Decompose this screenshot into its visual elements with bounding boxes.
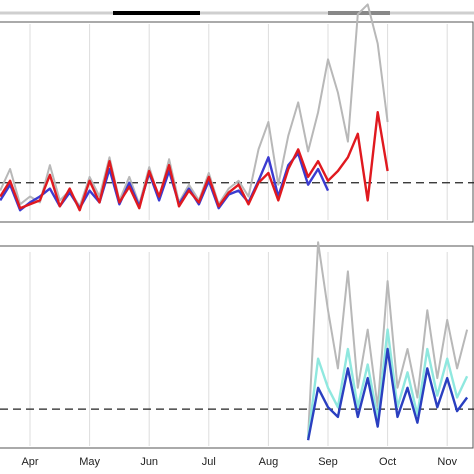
panel-frame [0, 245, 474, 449]
series-line [306, 328, 469, 439]
x-tick-label: Oct [379, 456, 396, 468]
series-line [306, 347, 469, 441]
x-tick-label: Nov [437, 456, 457, 468]
x-tick-label: Sep [318, 456, 338, 468]
series-line [0, 152, 330, 212]
series-line [0, 111, 389, 212]
x-tick-label: Jun [140, 456, 158, 468]
series-line [307, 241, 469, 437]
x-tick-label: May [79, 456, 100, 468]
panel-frame [0, 21, 474, 223]
x-tick-label: Apr [21, 456, 38, 468]
x-tick-label: Jul [202, 456, 216, 468]
x-tick-label: Aug [259, 456, 279, 468]
